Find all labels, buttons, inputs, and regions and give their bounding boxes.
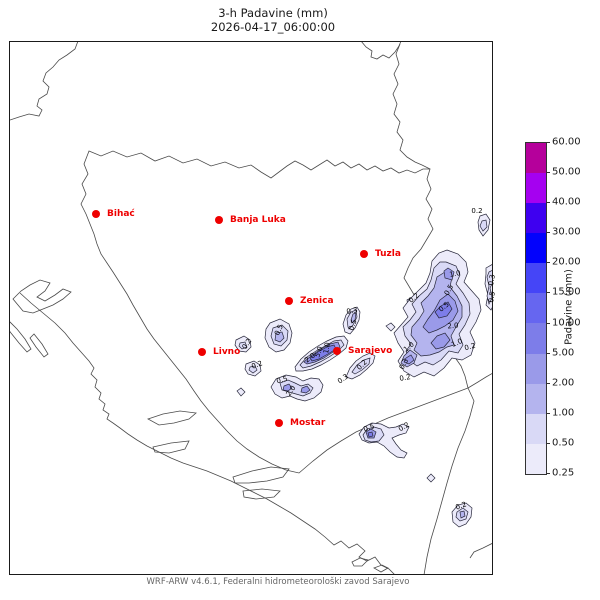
colorbar-segment	[526, 413, 546, 444]
footer-credit: WRF-ARW v4.6.1, Federalni hidrometeorolo…	[146, 577, 410, 587]
colorbar-segment	[526, 233, 546, 264]
colorbar-segment	[526, 353, 546, 384]
colorbar-segment	[526, 323, 546, 354]
title-block: 3-h Padavine (mm) 2026-04-17_06:00:00	[28, 6, 518, 34]
colorbar-tick-label: 20.00	[552, 256, 581, 268]
colorbar-tick-label: 30.00	[552, 226, 581, 238]
colorbar-segment	[526, 383, 546, 414]
colorbar-tick-label: 0.50	[552, 437, 575, 449]
colorbar-segment	[526, 173, 546, 204]
colorbar-tick-label: 40.00	[552, 196, 581, 208]
map-frame	[9, 41, 493, 575]
colorbar-segments	[525, 142, 547, 475]
colorbar-segment	[526, 293, 546, 324]
figure-subtitle: 2026-04-17_06:00:00	[210, 20, 336, 34]
colorbar-tick-label: 0.25	[552, 467, 575, 479]
colorbar-segment	[526, 203, 546, 234]
colorbar-tick-label: 1.00	[552, 407, 575, 419]
colorbar-tick-label: 2.00	[552, 377, 575, 389]
colorbar-tick-label: 50.00	[552, 166, 581, 178]
figure-title: 3-h Padavine (mm)	[218, 6, 328, 20]
colorbar-segment	[526, 263, 546, 294]
colorbar-segment	[526, 443, 546, 474]
colorbar-segment	[526, 143, 546, 174]
colorbar-axis-label: Padavine (mm)	[563, 269, 575, 345]
colorbar-tick-label: 60.00	[552, 136, 581, 148]
colorbar-tick-label: 5.00	[552, 347, 575, 359]
